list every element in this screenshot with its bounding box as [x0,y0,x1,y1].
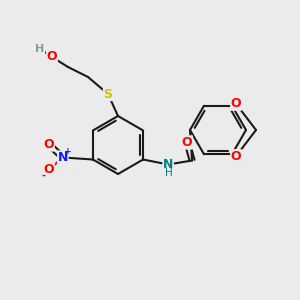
Text: O: O [44,138,54,151]
Text: S: S [103,88,112,100]
Text: +: + [64,147,72,156]
Text: O: O [231,150,241,163]
Text: O: O [231,97,241,110]
Text: -: - [42,170,46,181]
Text: N: N [58,151,68,164]
Text: N: N [163,158,173,171]
Text: H: H [35,44,45,54]
Text: O: O [47,50,57,64]
Text: H: H [165,169,173,178]
Text: O: O [44,163,54,176]
Text: O: O [182,136,192,149]
